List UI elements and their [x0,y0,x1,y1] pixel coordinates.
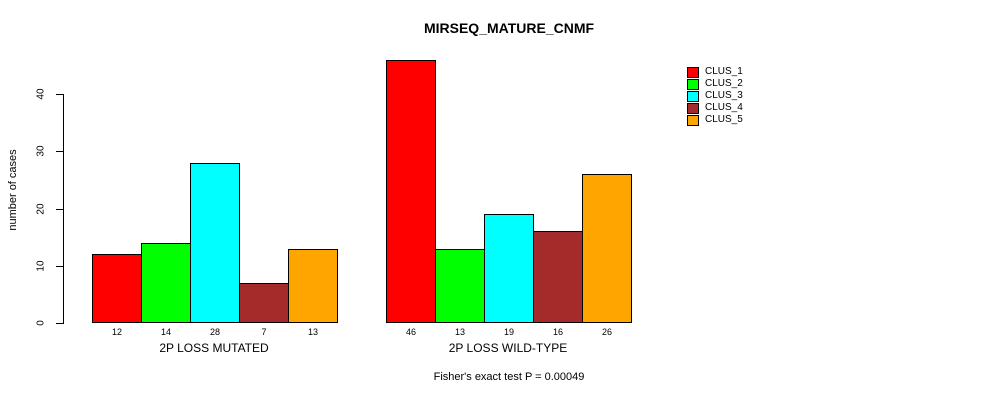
legend-swatch [687,66,699,78]
bar-clus_3-group2 [484,214,534,323]
subtitle-fishers-test: Fisher's exact test P = 0.00049 [433,371,585,383]
y-axis-line [63,94,64,324]
legend-item-clus_5: CLUS_5 [687,114,743,126]
bar-clus_2-group2 [435,249,485,323]
bar-value-label: 28 [209,327,221,337]
y-tick-mark [56,208,63,210]
legend: CLUS_1 CLUS_2 CLUS_3 CLUS_4 CLUS_5 [687,66,743,126]
bar-clus_2-group1 [141,243,191,323]
legend-swatch [687,114,699,126]
legend-label: CLUS_2 [705,78,743,89]
legend-label: CLUS_3 [705,90,743,101]
bar-clus_5-group2 [582,174,632,323]
legend-label: CLUS_4 [705,102,743,113]
bar-clus_1-group1 [92,254,142,323]
y-axis-label: number of cases [7,149,19,231]
bar-value-label: 19 [503,327,515,337]
bar-value-label: 16 [552,327,564,337]
y-tick-label: 0 [35,320,47,326]
bar-value-label: 46 [405,327,417,337]
bar-clus_5-group1 [288,249,338,323]
legend-item-clus_4: CLUS_4 [687,102,743,114]
bar-clus_4-group1 [239,283,289,323]
bar-value-label: 14 [160,327,172,337]
legend-item-clus_1: CLUS_1 [687,66,743,78]
y-tick-mark [56,151,63,153]
x-group-label-mutated: 2P LOSS MUTATED [159,341,269,355]
bar-clus_1-group2 [386,60,436,323]
bar-value-label: 13 [307,327,319,337]
legend-label: CLUS_1 [705,66,743,77]
bar-clus_4-group2 [533,231,583,323]
y-tick-mark [56,94,63,95]
legend-swatch [687,90,699,102]
y-tick-label: 20 [35,202,47,215]
y-tick-label: 30 [35,145,47,157]
bar-value-label: 26 [601,327,613,337]
y-tick-mark [56,265,63,267]
bar-value-label: 7 [261,327,267,337]
y-tick-label: 10 [35,260,47,272]
bar-clus_3-group1 [190,163,240,323]
x-group-label-wild-type: 2P LOSS WILD-TYPE [448,341,568,355]
legend-item-clus_3: CLUS_3 [687,90,743,102]
legend-label: CLUS_5 [705,114,743,125]
bar-value-label: 13 [454,327,466,337]
legend-item-clus_2: CLUS_2 [687,78,743,90]
bar-value-label: 12 [111,327,123,337]
y-tick-label: 40 [35,88,47,100]
y-tick-mark [56,323,63,324]
chart-title: MIRSEQ_MATURE_CNMF [423,20,595,36]
legend-swatch [687,102,699,114]
legend-swatch [687,78,699,90]
